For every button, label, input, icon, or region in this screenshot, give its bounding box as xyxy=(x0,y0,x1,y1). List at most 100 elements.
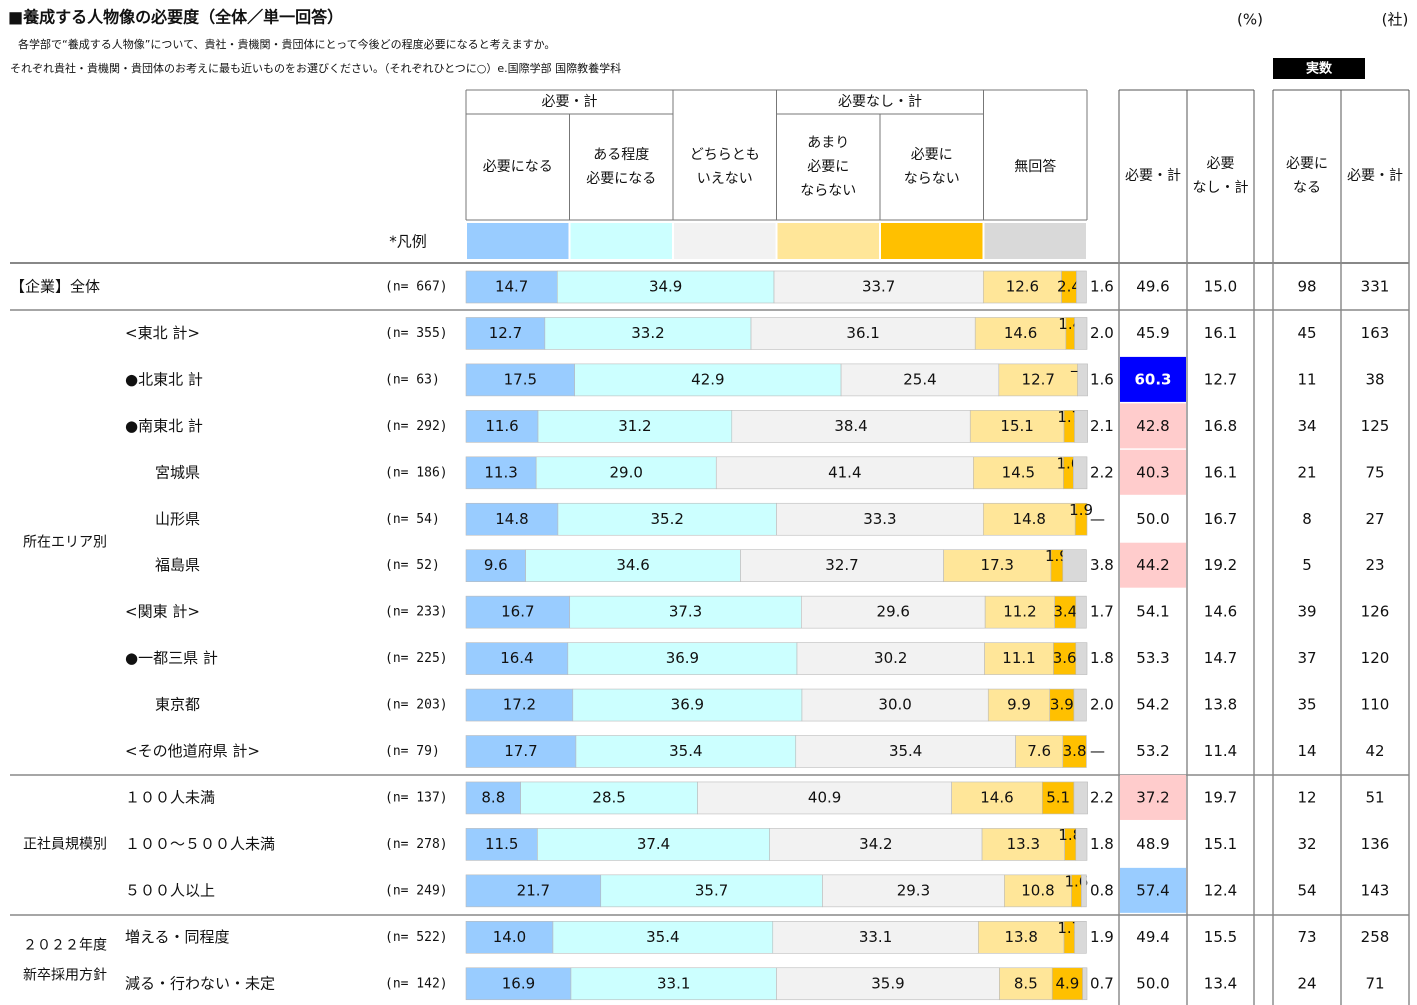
summary-value: 16.7 xyxy=(1204,510,1237,528)
value-label: 1.9 xyxy=(1069,501,1093,519)
count-value: 39 xyxy=(1297,603,1316,621)
summary-header: 必要なし・計 xyxy=(1193,156,1249,196)
value-label: 33.3 xyxy=(863,510,896,528)
value-label: 9.6 xyxy=(484,556,508,574)
value-label: 14.8 xyxy=(495,510,528,528)
row-label: ●北東北 計 xyxy=(125,370,203,388)
bar-segment xyxy=(943,549,1052,583)
value-label: 2.2 xyxy=(1090,463,1114,481)
bar-segment xyxy=(969,410,1065,443)
count-value: 73 xyxy=(1297,928,1316,946)
row-label: 増える・同程度 xyxy=(125,928,230,946)
value-label: 11.2 xyxy=(1003,603,1036,621)
summary-value: 49.4 xyxy=(1136,928,1169,946)
count-value: 27 xyxy=(1365,510,1384,528)
value-label: 29.0 xyxy=(610,463,643,481)
bar-segment xyxy=(1077,363,1088,397)
n-label: (n= 186) xyxy=(385,465,448,480)
row-label: ５００人以上 xyxy=(125,881,215,899)
column-header: あまり必要にならない xyxy=(800,135,856,199)
summary-value: 14.7 xyxy=(1204,649,1237,667)
bar-segment xyxy=(465,270,558,304)
count-value: 37 xyxy=(1297,649,1316,667)
value-label: 35.9 xyxy=(871,974,904,992)
summary-value: 19.2 xyxy=(1204,556,1237,574)
legend-swatch xyxy=(881,223,983,259)
bar-segment xyxy=(1074,502,1088,536)
value-label: 12.7 xyxy=(489,324,522,342)
bar-segment xyxy=(465,688,574,722)
count-value: 24 xyxy=(1297,974,1316,992)
bar-segment xyxy=(1075,595,1087,629)
value-label: 14.0 xyxy=(493,928,526,946)
summary-value: 48.9 xyxy=(1136,835,1169,853)
value-label: 36.9 xyxy=(666,649,699,667)
count-value: 11 xyxy=(1297,370,1316,388)
bar-segment xyxy=(520,781,698,815)
bar-segment xyxy=(465,456,537,490)
value-label: 0.8 xyxy=(1090,881,1114,899)
value-label: 12.7 xyxy=(1022,370,1055,388)
value-label: 30.2 xyxy=(874,649,907,667)
value-label: 1.9 xyxy=(1090,928,1114,946)
value-label: 11.5 xyxy=(485,835,518,853)
count-value: 51 xyxy=(1365,788,1384,806)
bar-segment xyxy=(525,549,741,583)
bar-segment xyxy=(697,781,952,815)
value-label: 15.1 xyxy=(1000,417,1033,435)
summary-value: 16.8 xyxy=(1204,417,1237,435)
count-value: 42 xyxy=(1365,742,1384,760)
value-label: 17.3 xyxy=(981,556,1014,574)
value-label: 1.7 xyxy=(1090,603,1114,621)
value-label: 14.8 xyxy=(1013,510,1046,528)
value-label: 29.3 xyxy=(897,881,930,899)
summary-value: 53.3 xyxy=(1136,649,1169,667)
value-label: 0.7 xyxy=(1090,974,1114,992)
legend-swatch xyxy=(984,223,1086,259)
row-label: 減る・行わない・未定 xyxy=(125,974,275,992)
bar-segment xyxy=(465,317,546,350)
value-label: 14.5 xyxy=(1002,463,1035,481)
bar-segment xyxy=(465,363,575,397)
bar-segment xyxy=(1074,410,1088,443)
row-label: 山形県 xyxy=(155,510,200,528)
value-label: 35.4 xyxy=(889,742,922,760)
count-value: 126 xyxy=(1361,603,1390,621)
count-value: 32 xyxy=(1297,835,1316,853)
bar-segment xyxy=(801,688,989,722)
value-label: 37.3 xyxy=(669,603,702,621)
bar-segment xyxy=(574,363,842,397)
value-label: 38.4 xyxy=(834,417,867,435)
summary-value: 50.0 xyxy=(1136,510,1169,528)
value-label: 33.1 xyxy=(859,928,892,946)
count-value: 125 xyxy=(1361,417,1390,435)
column-header: ある程度必要になる xyxy=(586,147,656,187)
value-label: 2.1 xyxy=(1090,417,1114,435)
bar-segment xyxy=(465,920,554,954)
bar-segment xyxy=(537,410,733,443)
bar-segment xyxy=(465,410,539,443)
bar-segment xyxy=(465,874,602,908)
value-label: 37.4 xyxy=(637,835,670,853)
n-label: (n= 278) xyxy=(385,837,448,852)
value-label: — xyxy=(1090,742,1105,760)
bar-segment xyxy=(1051,967,1083,1001)
bar-segment xyxy=(1062,549,1087,583)
column-header: 必要になる xyxy=(483,159,553,175)
bar-segment xyxy=(1073,781,1088,815)
value-label: 8.8 xyxy=(481,788,505,806)
summary-value: 12.4 xyxy=(1204,881,1237,899)
count-value: 35 xyxy=(1297,696,1316,714)
summary-value: 16.1 xyxy=(1204,463,1237,481)
counts-header: 必要・計 xyxy=(1347,168,1403,184)
bar-segment xyxy=(600,874,823,908)
count-value: 143 xyxy=(1361,881,1390,899)
summary-highlight xyxy=(1120,867,1186,913)
bar-segment xyxy=(982,270,1062,304)
n-label: (n= 79) xyxy=(385,744,440,759)
summary-header: 必要・計 xyxy=(1125,168,1181,184)
chart-title: ■養成する人物像の必要度（全体／単一回答） xyxy=(8,8,343,27)
bar-segment xyxy=(1076,270,1087,304)
value-label: 16.4 xyxy=(500,649,533,667)
row-label: <関東 計> xyxy=(125,603,200,621)
